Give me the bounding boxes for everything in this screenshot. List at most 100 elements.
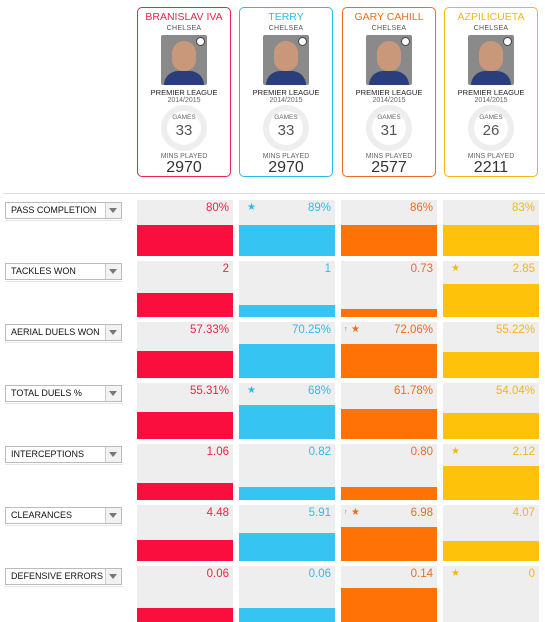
stat-bar <box>137 351 233 378</box>
stat-bar <box>137 293 233 317</box>
stat-bar <box>341 527 437 561</box>
stat-select[interactable]: PASS COMPLETION <box>5 202 122 219</box>
stat-select[interactable]: AERIAL DUELS WON <box>5 324 122 341</box>
stat-select[interactable]: CLEARANCES <box>5 507 122 524</box>
stat-cell: 0.06 <box>239 566 335 622</box>
stat-value: 80% <box>205 202 229 214</box>
player-card[interactable]: TERRY CHELSEA PREMIER LEAGUE 2014/2015 G… <box>239 7 333 177</box>
stat-row: DEFENSIVE ERRORS 0.06 0.06 0.14 0 ★ <box>0 566 545 622</box>
chevron-down-icon[interactable] <box>105 569 121 584</box>
stat-cell: 57.33% <box>137 322 233 378</box>
stat-row: CLEARANCES 4.48 5.91 6.98 ↑ ★ 4.07 <box>0 505 545 561</box>
stat-cell: 1.06 <box>137 444 233 500</box>
label-divider <box>5 464 123 465</box>
games-ring: GAMES 33 <box>161 105 207 151</box>
mins-value: 2577 <box>371 159 407 176</box>
stat-bar <box>443 541 539 561</box>
stat-bar <box>443 225 539 256</box>
star-icon: ★ <box>351 507 360 518</box>
label-divider <box>5 586 123 587</box>
stat-value: 2.85 <box>512 263 535 275</box>
star-icon: ★ <box>451 446 460 457</box>
compare-icon[interactable] <box>503 37 512 46</box>
games-ring: GAMES 33 <box>263 105 309 151</box>
stat-cell: 2.12 ★ <box>443 444 539 500</box>
stat-bar <box>137 225 233 256</box>
stat-label: TACKLES WON <box>11 266 76 276</box>
player-photo <box>161 35 207 85</box>
compare-icon[interactable] <box>298 37 307 46</box>
club-name: CHELSEA <box>268 25 304 32</box>
stat-bar <box>443 413 539 439</box>
compare-icon[interactable] <box>196 37 205 46</box>
stat-value: 89% <box>307 202 331 214</box>
league-name: PREMIER LEAGUE <box>252 88 320 97</box>
mins-label: MINS PLAYED <box>365 153 413 160</box>
stat-cell: 89% ★ <box>239 200 335 256</box>
stat-select[interactable]: TACKLES WON <box>5 263 122 280</box>
games-label: GAMES <box>377 114 401 121</box>
chevron-down-icon[interactable] <box>105 508 121 523</box>
stat-select[interactable]: DEFENSIVE ERRORS <box>5 568 122 585</box>
stat-label: AERIAL DUELS WON <box>11 327 100 337</box>
stat-cell: 0 ★ <box>443 566 539 622</box>
label-divider <box>5 525 123 526</box>
compare-icon[interactable] <box>401 37 410 46</box>
stat-bar <box>239 225 335 256</box>
player-card[interactable]: AZPILICUETA CHELSEA PREMIER LEAGUE 2014/… <box>444 7 538 177</box>
stat-select[interactable]: TOTAL DUELS % <box>5 385 122 402</box>
player-card[interactable]: BRANISLAV IVA CHELSEA PREMIER LEAGUE 201… <box>137 7 231 177</box>
stat-value: 61.78% <box>393 385 433 397</box>
chevron-down-icon[interactable] <box>105 264 121 279</box>
stat-cell: 1 <box>239 261 335 317</box>
stat-bar <box>443 352 539 378</box>
stat-value: 0 <box>528 568 535 580</box>
player-card[interactable]: GARY CAHILL CHELSEA PREMIER LEAGUE 2014/… <box>342 7 436 177</box>
stat-bar <box>239 405 335 439</box>
player-name: GARY CAHILL <box>354 11 424 23</box>
stat-cell: 70.25% <box>239 322 335 378</box>
stat-bar <box>443 284 539 317</box>
chevron-down-icon[interactable] <box>105 447 121 462</box>
stat-row: TACKLES WON 2 1 0.73 2.85 ★ <box>0 261 545 317</box>
stat-cell: 55.22% <box>443 322 539 378</box>
stat-bar <box>137 540 233 561</box>
stat-bar <box>239 487 335 500</box>
games-value: 33 <box>277 122 295 139</box>
club-name: CHELSEA <box>473 25 509 32</box>
games-value: 33 <box>175 122 193 139</box>
player-photo <box>366 35 412 85</box>
stat-row: PASS COMPLETION 80% 89% ★ 86% 83% <box>0 200 545 256</box>
chevron-down-icon[interactable] <box>105 386 121 401</box>
stat-cell: 68% ★ <box>239 383 335 439</box>
stat-bar <box>137 412 233 439</box>
mins-label: MINS PLAYED <box>160 153 208 160</box>
games-value: 31 <box>380 122 398 139</box>
games-label: GAMES <box>172 114 196 121</box>
season-label: 2014/2015 <box>372 97 406 104</box>
stat-label: PASS COMPLETION <box>11 205 97 215</box>
stat-value: 0.06 <box>308 568 331 580</box>
league-name: PREMIER LEAGUE <box>150 88 218 97</box>
stat-select[interactable]: INTERCEPTIONS <box>5 446 122 463</box>
chevron-down-icon[interactable] <box>105 325 121 340</box>
stat-bar <box>341 225 437 256</box>
label-divider <box>5 403 123 404</box>
stat-value: 83% <box>511 202 535 214</box>
chevron-down-icon[interactable] <box>105 203 121 218</box>
stat-value: 5.91 <box>308 507 331 519</box>
stat-cell: 4.48 <box>137 505 233 561</box>
stat-value: 55.22% <box>495 324 535 336</box>
stat-cell: 0.73 <box>341 261 437 317</box>
stat-cell: 0.80 <box>341 444 437 500</box>
games-ring: GAMES 31 <box>366 105 412 151</box>
arrow-up-icon: ↑ <box>344 326 348 333</box>
stat-cell: 2 <box>137 261 233 317</box>
stat-value: 68% <box>307 385 331 397</box>
stat-value: 6.98 <box>410 507 433 519</box>
star-icon: ★ <box>351 324 360 335</box>
star-icon: ★ <box>247 385 256 396</box>
stat-bar <box>341 344 437 378</box>
stat-value: 55.31% <box>189 385 229 397</box>
stat-bar <box>137 608 233 622</box>
